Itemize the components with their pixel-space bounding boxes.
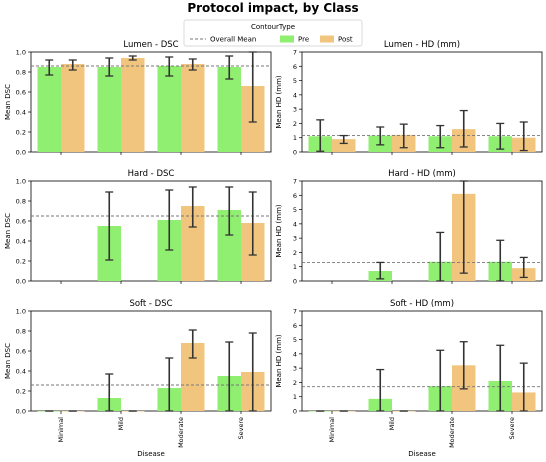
panel6-ytick-label: 7 [293,308,297,316]
panel1-ytick-label: 0.0 [16,149,26,157]
panel3-title: Hard - DSC [128,169,175,179]
panel2-ytick-label: 2 [293,120,297,128]
panel5-ytick-label: 0.0 [16,408,26,416]
panel2-ytick-label: 4 [293,91,297,99]
panel4-ytick-label: 2 [293,249,297,257]
panel4-ylabel: Mean HD (mm) [275,204,283,258]
panel1-bar-post-mild [121,58,145,152]
panel6-ytick-label: 2 [293,379,297,387]
legend-overall-mean-label: Overall Mean [210,36,256,44]
panel6-xtick-label-mild: Mild [388,417,396,430]
panel4-ytick-label: 7 [293,178,297,186]
panel4-title: Hard - HD (mm) [388,169,456,179]
panel5-xtick-label-moderate: Moderate [177,417,185,448]
panel4-frame [301,180,543,282]
panel4-ytick-label: 5 [293,206,297,214]
legend-box [183,19,363,47]
panel2-ytick-label: 1 [293,134,297,142]
panel5-ytick-label: 1.0 [16,308,26,316]
panel4-ytick-label: 3 [293,235,297,243]
panel1-frame [30,51,272,153]
panel5-ylabel: Mean DSC [4,343,12,379]
panel5-frame [30,310,272,412]
panel3-ytick-label: 1.0 [16,178,26,186]
panel2-frame [301,51,543,153]
panel6-ytick-label: 4 [293,350,297,358]
panel2-title: Lumen - HD (mm) [384,40,460,50]
legend-pre-swatch [280,35,294,43]
panel6-ytick-label: 5 [293,336,297,344]
panel2-ylabel: Mean HD (mm) [275,75,283,129]
panel2-ytick-label: 3 [293,106,297,114]
panel1-bar-pre-moderate [157,66,181,152]
figure-title: Protocol impact, by Class [187,1,358,15]
panel2-ytick-label: 6 [293,63,297,71]
panel6-xlabel: Disease [408,450,436,458]
panel1-ytick-label: 0.4 [16,109,26,117]
panel6-frame [301,310,543,412]
panel1-ytick-label: 0.6 [16,89,26,97]
panel6-ytick-label: 3 [293,365,297,373]
panel4-ytick-label: 6 [293,192,297,200]
panel6-xtick-label-severe: Severe [508,417,516,440]
panel6-title: Soft - HD (mm) [390,299,454,309]
panel2-bar-post-minimal [332,139,356,152]
panel6-ylabel: Mean HD (mm) [275,334,283,388]
panel6-xtick-label-moderate: Moderate [448,417,456,448]
panel1-ytick-label: 0.2 [16,129,26,137]
legend-pre-label: Pre [298,36,309,44]
panel5-ytick-label: 0.2 [16,388,26,396]
panel1-bar-post-minimal [61,64,85,152]
panel2-ytick-label: 7 [293,49,297,57]
panel1-ytick-label: 1.0 [16,49,26,57]
panel6-ytick-label: 0 [293,408,297,416]
panel1-bar-pre-mild [97,67,121,152]
panel1-bar-pre-severe [217,67,241,152]
panel5-xtick-label-severe: Severe [237,417,245,440]
panel5-xtick-label-minimal: Minimal [57,417,65,443]
panel1-bar-post-moderate [181,64,205,152]
panel5-ytick-label: 0.8 [16,328,26,336]
panel2-ytick-label: 0 [293,149,297,157]
panel5-xtick-label-mild: Mild [117,417,125,430]
panel3-ytick-label: 0.6 [16,218,26,226]
panel3-ytick-label: 0.0 [16,278,26,286]
panel1-bar-pre-minimal [37,67,61,152]
panel6-ytick-label: 6 [293,322,297,330]
panel3-ytick-label: 0.2 [16,258,26,266]
panel1-title: Lumen - DSC [123,40,178,50]
panel5-ytick-label: 0.4 [16,368,26,376]
panel6-xtick-label-minimal: Minimal [328,417,336,443]
panel4-ytick-label: 4 [293,220,297,228]
panel3-ytick-label: 0.8 [16,198,26,206]
panel1-ylabel: Mean DSC [4,84,12,120]
panel5-xlabel: Disease [137,450,165,458]
panel3-ytick-label: 0.4 [16,238,26,246]
legend-post-label: Post [338,36,353,44]
panel1-ytick-label: 0.8 [16,69,26,77]
panel4-ytick-label: 0 [293,278,297,286]
panel3-bar-post-moderate [181,206,205,281]
panel4-ytick-label: 1 [293,263,297,271]
legend-title: ContourType [251,23,295,31]
panel3-bar-pre-severe [217,210,241,281]
panel3-ylabel: Mean DSC [4,213,12,249]
panel3-frame [30,180,272,282]
legend-post-swatch [320,35,334,43]
panel6-ytick-label: 1 [293,393,297,401]
panel5-title: Soft - DSC [129,299,172,309]
panel5-bar-post-moderate [181,343,205,411]
panel2-ytick-label: 5 [293,77,297,85]
panel5-ytick-label: 0.6 [16,348,26,356]
